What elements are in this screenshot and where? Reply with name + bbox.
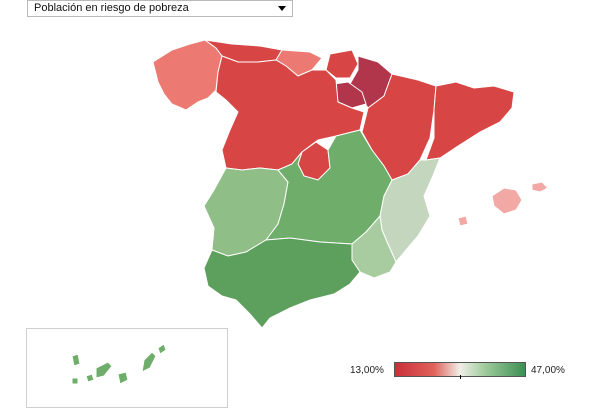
region-canarias-tenerife[interactable] bbox=[95, 361, 113, 379]
region-baleares-ibiza[interactable] bbox=[457, 215, 469, 227]
indicator-dropdown[interactable]: Población en riesgo de pobreza bbox=[27, 0, 293, 17]
region-baleares-menorca[interactable] bbox=[531, 181, 549, 193]
region-castilla-y-leon[interactable] bbox=[215, 55, 365, 171]
region-canarias-fuerteventura[interactable] bbox=[141, 351, 157, 373]
region-canarias-grancanaria[interactable] bbox=[117, 371, 129, 385]
legend-max-label: 47,00% bbox=[531, 365, 565, 376]
region-canarias-gomera[interactable] bbox=[85, 373, 95, 383]
region-comunidad-valenciana[interactable] bbox=[379, 157, 441, 263]
canary-islands-inset bbox=[26, 328, 228, 408]
chevron-down-icon bbox=[278, 6, 286, 11]
region-cataluna[interactable] bbox=[425, 81, 515, 161]
indicator-dropdown-value: Población en riesgo de pobreza bbox=[34, 2, 189, 14]
legend-min-label: 13,00% bbox=[350, 365, 384, 376]
region-galicia[interactable] bbox=[152, 39, 223, 111]
region-baleares-mallorca[interactable] bbox=[491, 187, 523, 215]
region-canarias-lapalma[interactable] bbox=[71, 353, 81, 367]
region-pais-vasco[interactable] bbox=[325, 49, 359, 79]
region-andalucia[interactable] bbox=[203, 237, 361, 329]
region-canarias-lanzarote[interactable] bbox=[157, 343, 167, 355]
legend-marker bbox=[460, 375, 461, 379]
region-canarias-hierro[interactable] bbox=[71, 377, 79, 385]
region-castilla-la-mancha[interactable] bbox=[264, 129, 393, 245]
